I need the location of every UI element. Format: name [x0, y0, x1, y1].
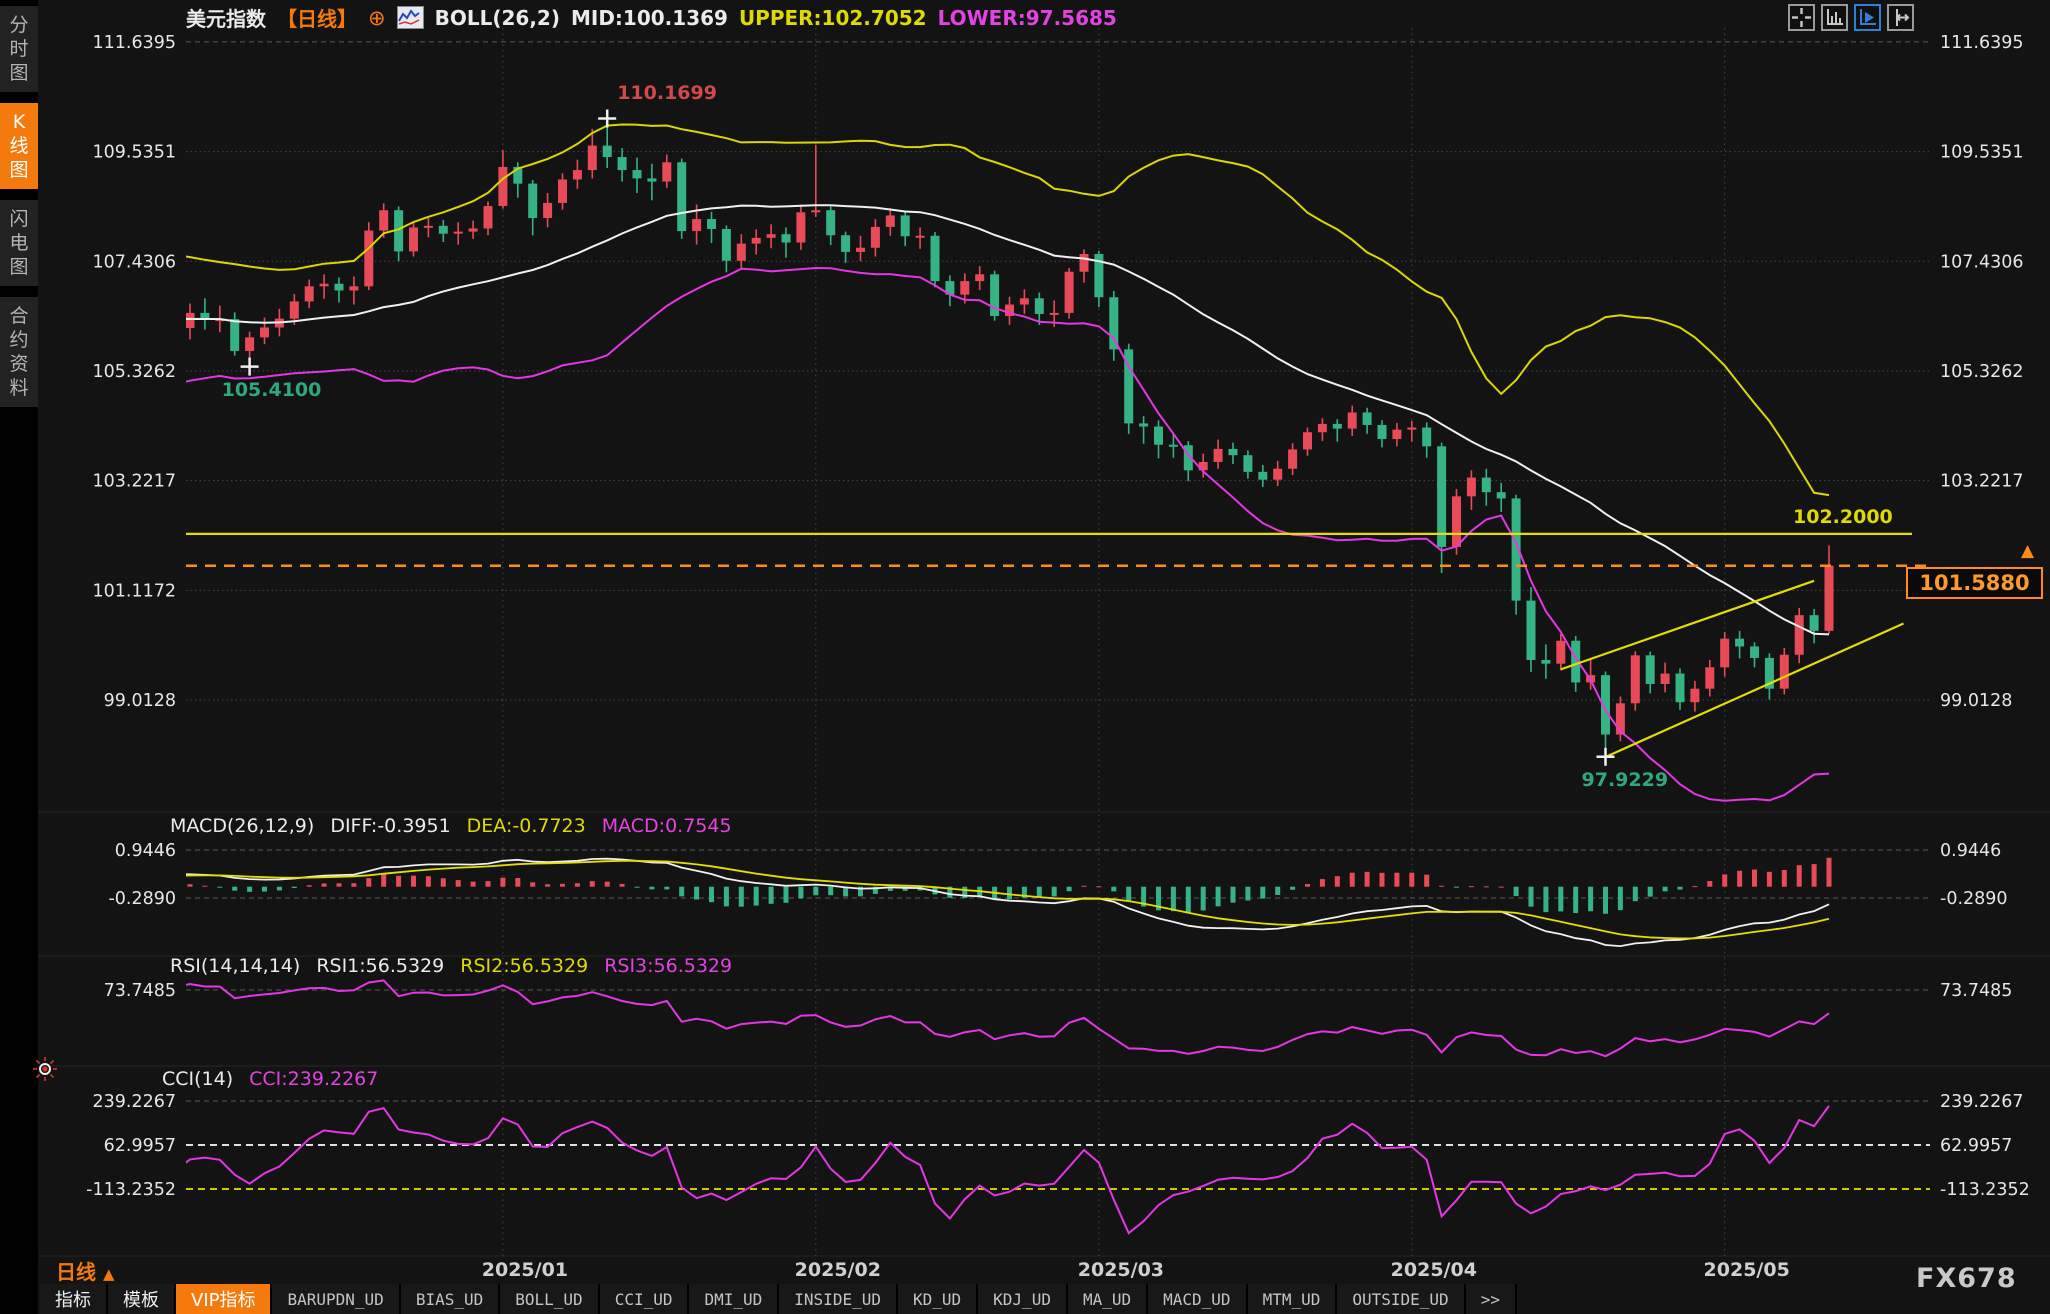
x-axis-label: 2025/04 [1390, 1259, 1477, 1281]
axis-label: 0.9446 [115, 841, 176, 861]
bottom-tab-BARUPDN_UD[interactable]: BARUPDN_UD [272, 1284, 401, 1314]
indicator-tab-bar: 指标 模板 VIP指标 BARUPDN_UD BIAS_UD BOLL_UD CCI_UD D… [40, 1284, 1517, 1314]
axis-label: 62.9957 [104, 1136, 176, 1156]
bottom-tab-MTM_UD[interactable]: MTM_UD [1247, 1284, 1338, 1314]
alert-blink-icon[interactable] [32, 1056, 58, 1082]
axis-label: 111.6395 [1940, 33, 2024, 53]
x-axis-label: 2025/02 [794, 1259, 881, 1281]
add-compare-icon[interactable]: ⊕ [368, 5, 386, 30]
axis-label: 0.9446 [1940, 841, 2001, 861]
x-axis-label: 2025/01 [481, 1259, 569, 1281]
price-up-arrow-icon: ▲ [2021, 541, 2035, 561]
hline-price-label: 102.2000 [1793, 506, 1893, 528]
bottom-tab-指标[interactable]: 指标 [40, 1284, 108, 1314]
chart-header: 美元指数 【日线】 ⊕ BOLL(26,2) MID:100.1369 UPPE… [186, 3, 1117, 32]
x-axis-label: 2025/03 [1077, 1259, 1165, 1281]
rsi-line [186, 979, 1830, 1058]
cci-value: CCI:239.2267 [249, 1068, 379, 1090]
macd-params: MACD(26,12,9) [170, 815, 315, 837]
sidebar-item-分时图[interactable]: 分时图 [0, 6, 38, 92]
axis-label: 101.1172 [92, 581, 176, 601]
sidebar-item-合约资料[interactable]: 合约资料 [0, 297, 38, 407]
bottom-tab-MACD_UD[interactable]: MACD_UD [1148, 1284, 1248, 1314]
axis-label: 73.7485 [1940, 981, 2012, 1001]
macd-macd-value: MACD:0.7545 [601, 815, 732, 837]
bottom-tab-CCI_UD[interactable]: CCI_UD [599, 1284, 690, 1314]
bottom-tab-BOLL_UD[interactable]: BOLL_UD [500, 1284, 600, 1314]
candles [186, 118, 1904, 802]
boll-upper-value: UPPER:102.7052 [738, 5, 927, 30]
macd-diff-value: DIFF:-0.3951 [330, 815, 451, 837]
axis-label: 105.3262 [92, 362, 176, 382]
x-axis-label: 2025/05 [1703, 1259, 1790, 1281]
axis-label: 103.2217 [92, 472, 176, 492]
bottom-tab->>[interactable]: >> [1465, 1284, 1517, 1314]
rsi1-value: RSI1:56.5329 [316, 955, 445, 977]
macd-histogram [186, 857, 1832, 948]
last-price-box: 101.5880 [1906, 567, 2043, 599]
axis-label: 107.4306 [1940, 252, 2024, 272]
boll-mid-value: MID:100.1369 [570, 5, 728, 30]
axis-label: 73.7485 [104, 981, 176, 1001]
axis-label: 111.6395 [92, 33, 176, 53]
axis-scale-icon[interactable] [1821, 4, 1848, 31]
rsi-params: RSI(14,14,14) [170, 955, 301, 977]
bottom-tab-DMI_UD[interactable]: DMI_UD [689, 1284, 780, 1314]
chevron-up-icon: ▲ [102, 1265, 115, 1283]
axis-label: 105.3262 [1940, 362, 2024, 382]
cci-label-row: CCI(14) CCI:239.2267 [162, 1068, 378, 1090]
axis-label: 109.5351 [92, 143, 176, 163]
cci-line [186, 1105, 1830, 1235]
axis-shift-icon[interactable] [1887, 4, 1914, 31]
crosshair-icon[interactable] [1788, 4, 1815, 31]
axis-label: -0.2890 [1940, 889, 2008, 909]
axis-label: 239.2267 [92, 1092, 176, 1112]
axis-label: 239.2267 [1940, 1092, 2024, 1112]
axis-label: -0.2890 [108, 889, 176, 909]
macd-label-row: MACD(26,12,9) DIFF:-0.3951 DEA:-0.7723 M… [170, 815, 732, 837]
bottom-tab-模板[interactable]: 模板 [108, 1284, 176, 1314]
sidebar-item-闪电图[interactable]: 闪电图 [0, 200, 38, 286]
axis-label: 62.9957 [1940, 1136, 2012, 1156]
axis-label: 107.4306 [92, 252, 176, 272]
bottom-tab-OUTSIDE_UD[interactable]: OUTSIDE_UD [1337, 1284, 1466, 1314]
chart-toolbar [1788, 4, 1914, 31]
axis-label: 109.5351 [1940, 143, 2024, 163]
rsi2-value: RSI2:56.5329 [460, 955, 589, 977]
rsi3-value: RSI3:56.5329 [604, 955, 733, 977]
bottom-tab-KDJ_UD[interactable]: KDJ_UD [978, 1284, 1068, 1314]
bottom-tab-BIAS_UD[interactable]: BIAS_UD [400, 1284, 501, 1314]
boll-lower-value: LOWER:97.5685 [937, 5, 1117, 30]
rsi-label-row: RSI(14,14,14) RSI1:56.5329 RSI2:56.5329 … [170, 955, 732, 977]
bottom-tab-MA_UD[interactable]: MA_UD [1067, 1284, 1149, 1314]
axis-label: -113.2352 [1940, 1180, 2030, 1200]
dec-low-annotation: 105.4100 [221, 378, 322, 401]
macd-dea-value: DEA:-0.7723 [466, 815, 586, 837]
axis-label: -113.2352 [86, 1180, 176, 1200]
axis-play-icon[interactable] [1854, 4, 1881, 31]
bottom-tab-INSIDE_UD[interactable]: INSIDE_UD [779, 1284, 898, 1314]
axis-label: 99.0128 [104, 691, 176, 711]
symbol-name: 美元指数 [186, 7, 266, 31]
axis-label: 103.2217 [1940, 472, 2024, 492]
bottom-tab-KD_UD[interactable]: KD_UD [897, 1284, 979, 1314]
watermark: FX678 [1916, 1263, 2017, 1294]
kline-thumbnail-icon[interactable] [396, 6, 424, 29]
period-selector[interactable]: 日线 ▲ [56, 1260, 115, 1284]
apr-low-annotation: 97.9229 [1581, 768, 1669, 791]
bottom-tab-VIP指标[interactable]: VIP指标 [176, 1284, 273, 1314]
cci-params: CCI(14) [162, 1068, 234, 1090]
axis-label: 99.0128 [1940, 691, 2012, 711]
boll-params: BOLL(26,2) [434, 5, 560, 30]
high-price-annotation: 110.1699 [617, 82, 717, 105]
period-tag: 【日线】 [277, 7, 357, 31]
